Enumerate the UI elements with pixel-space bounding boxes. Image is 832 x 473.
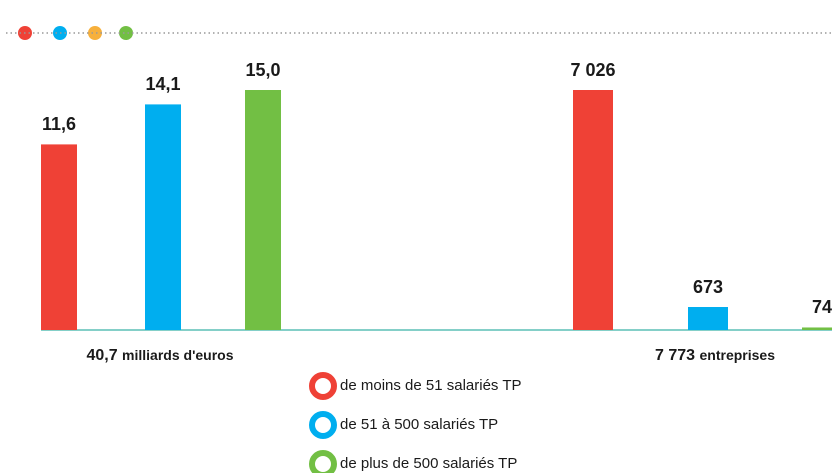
legend-label: de plus de 500 salariés TP <box>340 455 517 472</box>
bar <box>573 90 613 330</box>
value-label: 7 026 <box>570 60 615 80</box>
value-label: 14,1 <box>145 74 180 94</box>
bar <box>145 104 181 331</box>
group-total: 7 773 <box>655 347 695 364</box>
value-label: 74 <box>812 297 832 317</box>
bar <box>245 90 281 330</box>
legend-label: de 51 à 500 salariés TP <box>340 416 498 433</box>
bar <box>688 307 728 330</box>
dot <box>88 26 102 40</box>
bar <box>802 327 832 330</box>
group-label: 7 773 entreprises <box>655 347 775 365</box>
group-total: 40,7 <box>86 347 117 364</box>
legend-marker <box>309 450 337 473</box>
group-label: 40,7 milliards d'euros <box>86 347 233 365</box>
value-label: 673 <box>693 277 723 297</box>
legend-marker <box>309 372 337 400</box>
value-label: 11,6 <box>42 114 76 134</box>
bar <box>41 144 77 330</box>
group-unit: milliards d'euros <box>122 347 234 363</box>
group-unit: entreprises <box>700 347 776 363</box>
dot <box>119 26 133 40</box>
value-label: 15,0 <box>245 60 280 80</box>
legend-label: de moins de 51 salariés TP <box>340 377 522 394</box>
legend-marker <box>309 411 337 439</box>
